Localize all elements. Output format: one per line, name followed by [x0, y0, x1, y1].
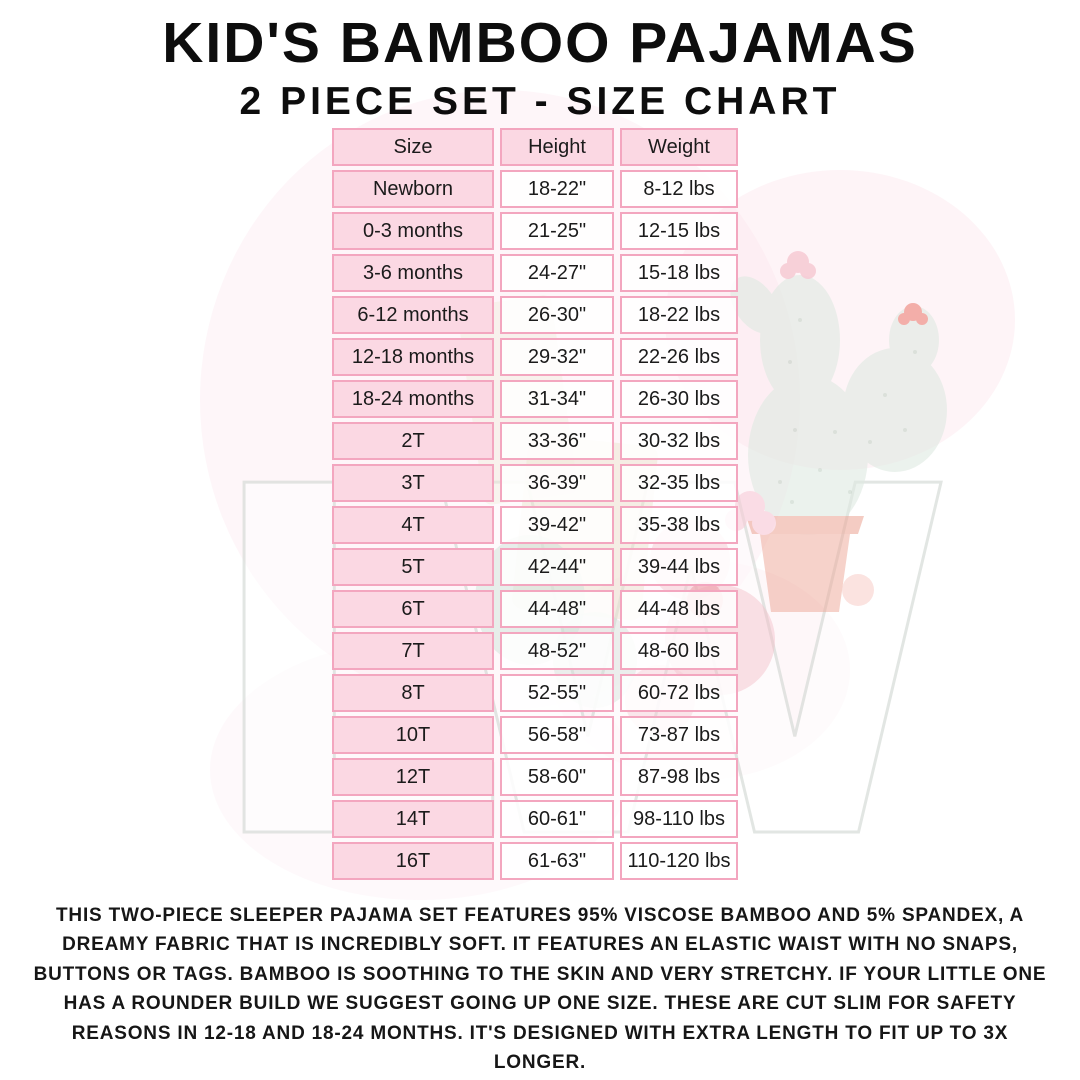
column-header: Height	[500, 128, 614, 166]
table-row: 2T 33-36" 30-32 lbs	[332, 422, 738, 460]
weight-cell: 32-35 lbs	[620, 464, 738, 502]
height-cell: 56-58"	[500, 716, 614, 754]
height-cell: 29-32"	[500, 338, 614, 376]
table-row: 12T 58-60" 87-98 lbs	[332, 758, 738, 796]
weight-cell: 35-38 lbs	[620, 506, 738, 544]
height-cell: 33-36"	[500, 422, 614, 460]
column-header: Size	[332, 128, 494, 166]
table-row: 6-12 months 26-30" 18-22 lbs	[332, 296, 738, 334]
header: KID'S BAMBOO PAJAMAS 2 PIECE SET - SIZE …	[0, 10, 1080, 124]
table-row: 18-24 months 31-34" 26-30 lbs	[332, 380, 738, 418]
page-title: KID'S BAMBOO PAJAMAS	[162, 11, 918, 75]
table-row: Newborn 18-22" 8-12 lbs	[332, 170, 738, 208]
red-flower-icon	[898, 303, 928, 325]
weight-cell: 26-30 lbs	[620, 380, 738, 418]
size-cell: Newborn	[332, 170, 494, 208]
height-cell: 42-44"	[500, 548, 614, 586]
height-cell: 48-52"	[500, 632, 614, 670]
size-cell: 12-18 months	[332, 338, 494, 376]
table-row: 5T 42-44" 39-44 lbs	[332, 548, 738, 586]
table-row: 8T 52-55" 60-72 lbs	[332, 674, 738, 712]
table-row: 3-6 months 24-27" 15-18 lbs	[332, 254, 738, 292]
table-row: 7T 48-52" 48-60 lbs	[332, 632, 738, 670]
size-cell: 12T	[332, 758, 494, 796]
table-row: 4T 39-42" 35-38 lbs	[332, 506, 738, 544]
height-cell: 52-55"	[500, 674, 614, 712]
size-cell: 2T	[332, 422, 494, 460]
height-cell: 24-27"	[500, 254, 614, 292]
page-subtitle: 2 PIECE SET - SIZE CHART	[239, 80, 841, 123]
size-cell: 5T	[332, 548, 494, 586]
height-cell: 60-61"	[500, 800, 614, 838]
table-row: 3T 36-39" 32-35 lbs	[332, 464, 738, 502]
weight-cell: 73-87 lbs	[620, 716, 738, 754]
table-row: 16T 61-63" 110-120 lbs	[332, 842, 738, 880]
weight-cell: 44-48 lbs	[620, 590, 738, 628]
weight-cell: 8-12 lbs	[620, 170, 738, 208]
cactus-watermark	[725, 251, 947, 612]
height-cell: 39-42"	[500, 506, 614, 544]
size-cell: 6T	[332, 590, 494, 628]
height-cell: 61-63"	[500, 842, 614, 880]
weight-cell: 22-26 lbs	[620, 338, 738, 376]
weight-cell: 110-120 lbs	[620, 842, 738, 880]
weight-cell: 30-32 lbs	[620, 422, 738, 460]
size-cell: 7T	[332, 632, 494, 670]
size-chart-body: Newborn 18-22" 8-12 lbs 0-3 months 21-25" 12-…	[332, 170, 738, 880]
table-row: 12-18 months 29-32" 22-26 lbs	[332, 338, 738, 376]
table-row: 10T 56-58" 73-87 lbs	[332, 716, 738, 754]
weight-cell: 15-18 lbs	[620, 254, 738, 292]
size-cell: 3T	[332, 464, 494, 502]
size-chart-table: Size Height Weight Newborn 18-22" 8-12 lbs 0-…	[326, 124, 744, 884]
size-cell: 18-24 months	[332, 380, 494, 418]
table-header-row: Size Height Weight	[332, 128, 738, 166]
weight-cell: 87-98 lbs	[620, 758, 738, 796]
pink-flower-icon	[780, 251, 816, 279]
height-cell: 44-48"	[500, 590, 614, 628]
table-row: 0-3 months 21-25" 12-15 lbs	[332, 212, 738, 250]
weight-cell: 48-60 lbs	[620, 632, 738, 670]
size-cell: 14T	[332, 800, 494, 838]
weight-cell: 39-44 lbs	[620, 548, 738, 586]
size-cell: 8T	[332, 674, 494, 712]
weight-cell: 60-72 lbs	[620, 674, 738, 712]
product-description: THIS TWO-PIECE SLEEPER PAJAMA SET FEATUR…	[33, 905, 1047, 1074]
height-cell: 36-39"	[500, 464, 614, 502]
size-cell: 16T	[332, 842, 494, 880]
height-cell: 21-25"	[500, 212, 614, 250]
cactus-speckles	[778, 318, 917, 504]
height-cell: 26-30"	[500, 296, 614, 334]
column-header: Weight	[620, 128, 738, 166]
size-cell: 4T	[332, 506, 494, 544]
size-cell: 3-6 months	[332, 254, 494, 292]
weight-cell: 12-15 lbs	[620, 212, 738, 250]
weight-cell: 98-110 lbs	[620, 800, 738, 838]
height-cell: 31-34"	[500, 380, 614, 418]
weight-cell: 18-22 lbs	[620, 296, 738, 334]
table-row: 14T 60-61" 98-110 lbs	[332, 800, 738, 838]
size-cell: 6-12 months	[332, 296, 494, 334]
height-cell: 18-22"	[500, 170, 614, 208]
size-cell: 10T	[332, 716, 494, 754]
table-row: 6T 44-48" 44-48 lbs	[332, 590, 738, 628]
size-cell: 0-3 months	[332, 212, 494, 250]
height-cell: 58-60"	[500, 758, 614, 796]
